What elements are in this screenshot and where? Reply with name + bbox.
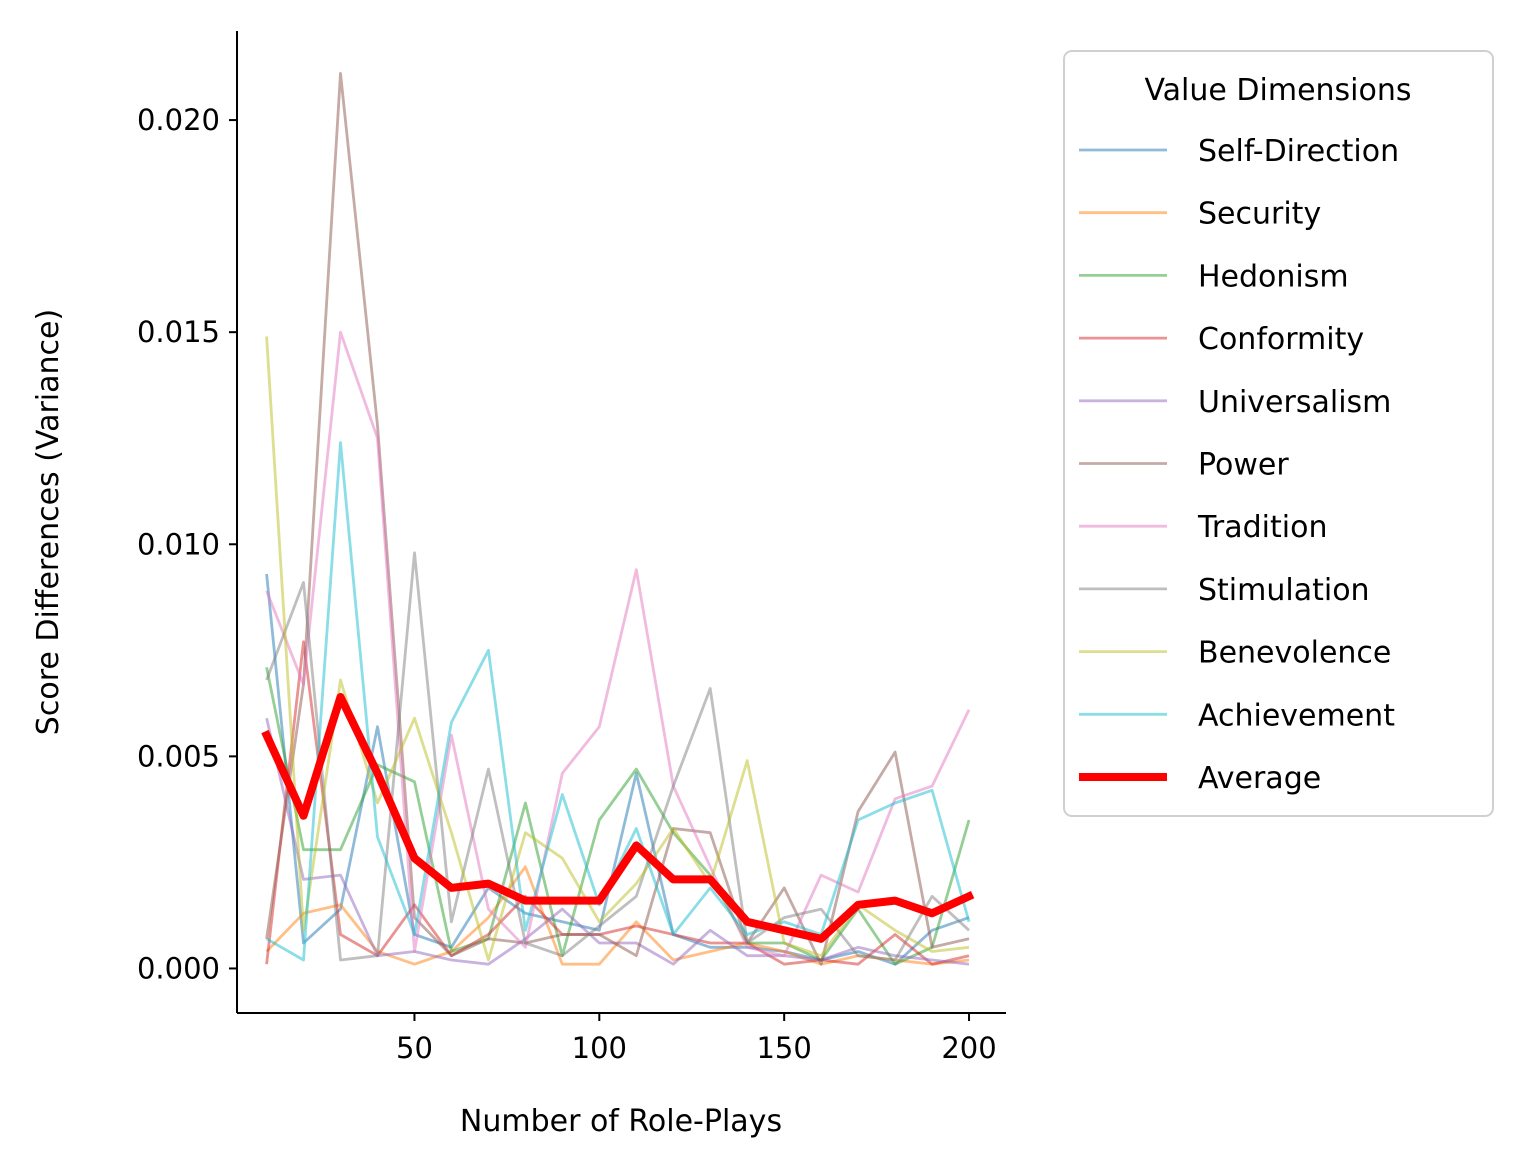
legend-label: Tradition bbox=[1197, 510, 1327, 545]
x-axis-ticks: 50 100 150 200 bbox=[396, 1013, 997, 1065]
legend-label: Stimulation bbox=[1198, 573, 1370, 608]
legend-frame bbox=[1063, 50, 1494, 817]
legend-label: Benevolence bbox=[1198, 636, 1391, 671]
series-line-power bbox=[265, 72, 970, 966]
legend-title: Value Dimensions bbox=[1144, 73, 1411, 108]
x-tick-label: 100 bbox=[572, 1031, 627, 1065]
legend-label: Hedonism bbox=[1198, 259, 1349, 294]
legend: Value Dimensions Self-Direction Security H… bbox=[1063, 50, 1494, 817]
legend-label: Universalism bbox=[1198, 385, 1391, 420]
plot-area bbox=[261, 72, 975, 966]
x-tick-label: 150 bbox=[756, 1031, 811, 1065]
series-line-average bbox=[261, 693, 975, 943]
legend-items: Self-Direction Security Hedonism Conformity… bbox=[1079, 134, 1399, 796]
series-line-conformity bbox=[265, 640, 970, 966]
legend-label: Average bbox=[1198, 761, 1321, 796]
x-tick-label: 50 bbox=[396, 1031, 433, 1065]
y-axis-ticks: 0.000 0.005 0.010 0.015 0.020 bbox=[137, 103, 237, 985]
legend-label: Conformity bbox=[1198, 322, 1364, 357]
series-line-achievement bbox=[265, 441, 971, 962]
legend-label: Achievement bbox=[1198, 698, 1395, 733]
legend-label: Power bbox=[1198, 448, 1289, 483]
y-tick-label: 0.020 bbox=[137, 103, 220, 137]
y-axis-title: Score Differences (Variance) bbox=[31, 309, 66, 735]
y-tick-label: 0.000 bbox=[137, 951, 220, 985]
legend-label: Self-Direction bbox=[1198, 134, 1399, 169]
y-tick-label: 0.010 bbox=[137, 527, 220, 561]
y-tick-label: 0.005 bbox=[137, 739, 220, 773]
x-axis-title: Number of Role-Plays bbox=[460, 1104, 782, 1139]
x-tick-label: 200 bbox=[941, 1031, 996, 1065]
y-tick-label: 0.015 bbox=[137, 315, 220, 349]
series-line-stimulation bbox=[265, 551, 970, 962]
series-line-self-direction bbox=[265, 573, 970, 966]
series-line-tradition bbox=[265, 330, 971, 958]
series-line-hedonism bbox=[265, 667, 971, 966]
legend-label: Security bbox=[1198, 197, 1321, 232]
